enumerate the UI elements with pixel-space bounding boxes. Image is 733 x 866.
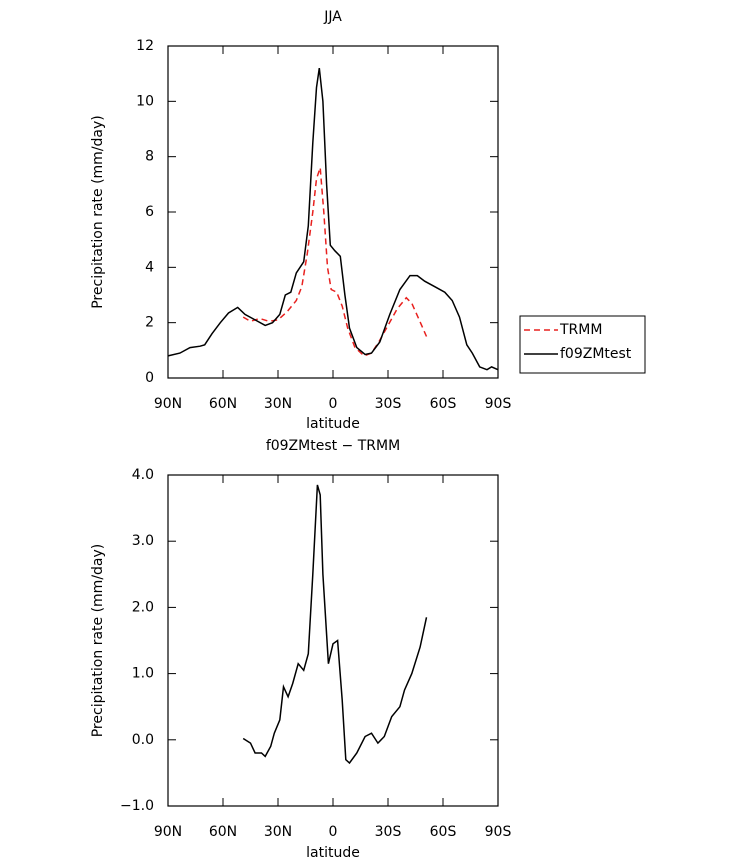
y-tick-label: 0.0 xyxy=(132,732,154,748)
legend-label: f09ZMtest xyxy=(560,346,632,362)
y-tick-label: 1.0 xyxy=(132,666,154,682)
x-tick-label: 60S xyxy=(430,396,457,412)
y-tick-label: 0 xyxy=(145,370,154,386)
data-line xyxy=(242,167,428,357)
x-tick-label: 60N xyxy=(209,396,237,412)
x-tick-label: 0 xyxy=(329,396,338,412)
y-tick-label: 10 xyxy=(136,93,154,109)
y-tick-label: 6 xyxy=(145,204,154,220)
plot-frame xyxy=(167,474,499,807)
y-tick-label: 2.0 xyxy=(132,599,154,615)
x-tick-label: 30N xyxy=(264,824,292,840)
x-tick-label: 30S xyxy=(375,824,402,840)
x-tick-label: 60N xyxy=(209,824,237,840)
y-tick-label: 3.0 xyxy=(132,533,154,549)
x-tick-label: 90N xyxy=(154,396,182,412)
legend: TRMM f09ZMtest xyxy=(519,315,646,374)
data-line xyxy=(167,67,499,371)
y-tick-label: 8 xyxy=(145,149,154,165)
chart-title: JJA xyxy=(323,9,342,25)
x-tick-label: 30N xyxy=(264,396,292,412)
x-tick-label: 90S xyxy=(485,396,512,412)
x-tick-label: 60S xyxy=(430,824,457,840)
x-tick-label: 30S xyxy=(375,396,402,412)
chart-title: f09ZMtest − TRMM xyxy=(266,438,400,454)
legend-label: TRMM xyxy=(559,322,602,338)
legend-box xyxy=(519,315,646,374)
data-line xyxy=(242,484,428,765)
y-tick-label: 4 xyxy=(145,259,154,275)
y-tick-label: −1.0 xyxy=(120,798,154,814)
x-tick-label: 90N xyxy=(154,824,182,840)
plot-frame xyxy=(167,45,499,379)
x-axis-label: latitude xyxy=(306,845,360,861)
y-tick-label: 2 xyxy=(145,315,154,331)
y-tick-label: 12 xyxy=(136,38,154,54)
y-axis-label: Precipitation rate (mm/day) xyxy=(90,544,106,738)
y-axis-label: Precipitation rate (mm/day) xyxy=(90,115,106,309)
y-tick-label: 4.0 xyxy=(132,467,154,483)
x-axis-label: latitude xyxy=(306,416,360,432)
x-tick-label: 0 xyxy=(329,824,338,840)
x-tick-label: 90S xyxy=(485,824,512,840)
